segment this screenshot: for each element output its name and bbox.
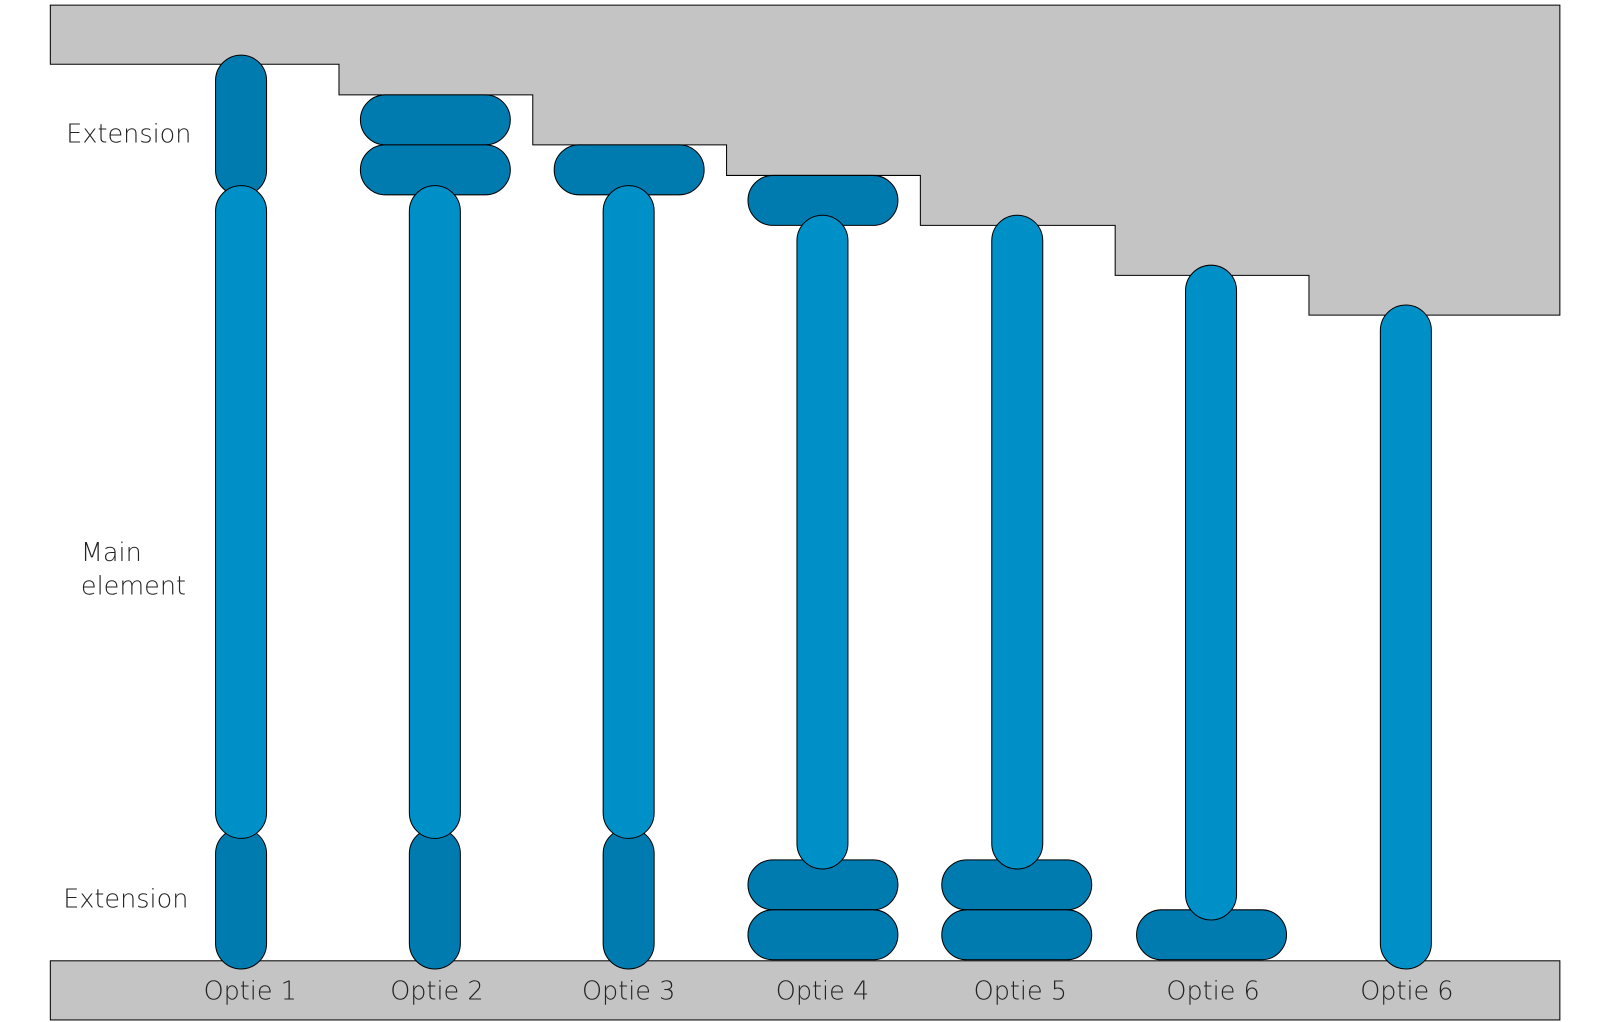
extension <box>941 909 1093 961</box>
label: Extension <box>63 885 188 915</box>
main-elements <box>215 185 1432 970</box>
option-label: Optie 2 <box>390 976 483 1006</box>
main-element <box>1379 304 1432 970</box>
extension <box>359 94 511 146</box>
option-label: Optie 4 <box>776 976 869 1006</box>
label: element <box>81 571 186 601</box>
bottom-frame <box>49 960 1561 1021</box>
main-element <box>602 185 655 839</box>
extensions <box>215 54 1288 970</box>
extension <box>747 909 899 961</box>
option-label: Optie 6 <box>1166 976 1259 1006</box>
label: Extension <box>66 120 191 150</box>
option-label: Optie 3 <box>582 976 675 1006</box>
label: Main <box>81 538 142 568</box>
extension <box>215 827 268 970</box>
option-label: Optie 1 <box>204 976 297 1006</box>
extension <box>215 54 268 197</box>
main-element <box>796 214 849 870</box>
main-element <box>991 214 1044 870</box>
extension <box>408 827 461 970</box>
main-element <box>215 185 268 839</box>
option-label: Optie 5 <box>974 976 1067 1006</box>
extension <box>602 827 655 970</box>
main-element <box>1185 264 1238 921</box>
option-label: Optie 6 <box>1360 976 1453 1006</box>
main-element <box>408 185 461 839</box>
